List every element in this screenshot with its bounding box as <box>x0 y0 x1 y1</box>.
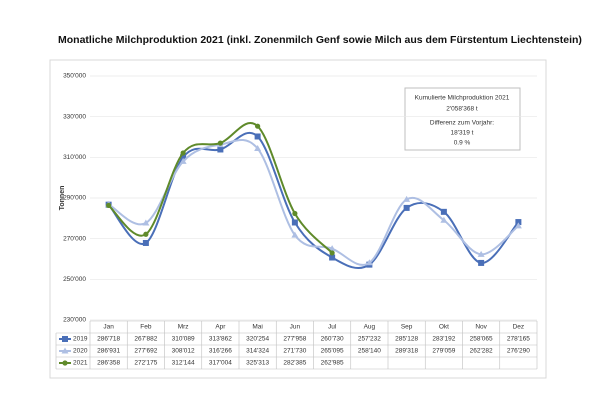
marker <box>477 250 485 257</box>
marker <box>478 259 485 266</box>
series-line <box>107 131 520 269</box>
y-tick-label: 350'000 <box>63 73 86 80</box>
marker <box>255 123 261 129</box>
table-cell: 260'730 <box>321 336 344 343</box>
legend-marker <box>62 360 68 366</box>
series-line <box>108 139 520 266</box>
table-cell: 265'095 <box>321 348 344 355</box>
table-cell: 267'882 <box>134 336 157 343</box>
table-cell: 262'985 <box>321 360 344 367</box>
marker <box>291 219 298 226</box>
marker <box>143 231 149 237</box>
marker <box>365 259 373 266</box>
table-cell: 286'718 <box>97 336 120 343</box>
annotation-diff: 18'319 t <box>451 130 474 137</box>
table-cell: 282'385 <box>283 360 306 367</box>
legend-marker <box>61 347 69 354</box>
annotation-box <box>404 87 521 151</box>
table-cell: 258'140 <box>358 348 381 355</box>
x-tick-label: Mrz <box>178 324 189 331</box>
table-cell: 316'266 <box>209 348 232 355</box>
legend-label: 2020 <box>73 348 88 355</box>
table-cell: 279'059 <box>432 348 455 355</box>
y-axis-label: Tonnen <box>59 186 66 211</box>
table-cell: 325'313 <box>246 360 269 367</box>
marker <box>292 210 298 217</box>
legend-label: 2021 <box>73 360 88 367</box>
marker <box>254 133 261 140</box>
y-tick-label: 250'000 <box>63 276 86 283</box>
table-cell: 286'358 <box>97 360 120 367</box>
marker <box>217 146 224 153</box>
annotation-diff-pct: 0.9 % <box>454 140 471 147</box>
x-tick-label: Aug <box>364 324 376 331</box>
table-cell: 258'065 <box>470 336 493 343</box>
marker <box>142 219 150 226</box>
marker <box>106 202 112 209</box>
legend-label: 2019 <box>73 336 88 343</box>
table-cell: 289'318 <box>395 348 418 355</box>
chart-title: Monatliche Milchproduktion 2021 (inkl. Z… <box>58 34 582 46</box>
legend-marker <box>62 336 68 342</box>
table-cell: 313'862 <box>209 336 232 343</box>
marker <box>403 204 410 211</box>
y-tick-label: 230'000 <box>63 317 86 324</box>
y-tick-label: 270'000 <box>63 235 86 242</box>
marker <box>440 208 447 215</box>
table-cell: 277'958 <box>283 336 306 343</box>
y-tick-label: 290'000 <box>63 195 86 202</box>
marker <box>329 254 336 261</box>
table-cell: 312'144 <box>172 360 195 367</box>
marker <box>179 157 187 164</box>
table-cell: 276'290 <box>507 348 530 355</box>
marker <box>217 140 223 146</box>
marker <box>291 231 299 238</box>
table-cell: 271'730 <box>283 348 306 355</box>
x-tick-label: Okt <box>439 324 449 331</box>
x-tick-label: Mai <box>252 324 262 331</box>
x-tick-label: Dez <box>513 324 525 331</box>
table-cell: 262'282 <box>470 348 493 355</box>
marker <box>515 219 522 226</box>
marker <box>180 150 186 156</box>
table-cell: 272'175 <box>134 360 157 367</box>
marker <box>254 145 262 152</box>
table-cell: 278'165 <box>507 336 530 343</box>
table-cell: 277'692 <box>134 348 157 355</box>
marker <box>180 154 187 161</box>
marker <box>440 216 448 223</box>
table-cell: 285'128 <box>395 336 418 343</box>
x-tick-label: Jul <box>328 324 337 331</box>
table-cell: 283'192 <box>432 336 455 343</box>
table-cell: 286'931 <box>97 348 120 355</box>
marker <box>514 222 522 229</box>
x-tick-label: Nov <box>475 324 487 331</box>
table-cell: 310'089 <box>172 336 195 343</box>
y-tick-label: 310'000 <box>63 154 86 161</box>
x-tick-label: Jun <box>290 324 301 331</box>
table-cell: 308'012 <box>172 348 195 355</box>
marker <box>329 250 335 256</box>
marker <box>403 195 411 202</box>
annotation-title: Kumulierte Milchproduktion 2021 <box>415 95 510 102</box>
table-cell: 314'324 <box>246 348 269 355</box>
annotation-diff-label: Differenz zum Vorjahr: <box>430 120 494 127</box>
x-tick-label: Feb <box>140 324 152 331</box>
x-tick-label: Apr <box>215 324 226 331</box>
marker <box>142 239 149 246</box>
y-tick-label: 330'000 <box>63 113 86 120</box>
x-tick-label: Jan <box>103 324 114 331</box>
chart-frame <box>49 59 547 379</box>
marker <box>328 245 336 252</box>
table-cell: 320'254 <box>246 336 269 343</box>
x-tick-label: Sep <box>401 324 413 331</box>
annotation-total: 2'058'368 t <box>446 106 478 113</box>
table-cell: 317'004 <box>209 360 232 367</box>
table-cell: 257'232 <box>358 336 381 343</box>
